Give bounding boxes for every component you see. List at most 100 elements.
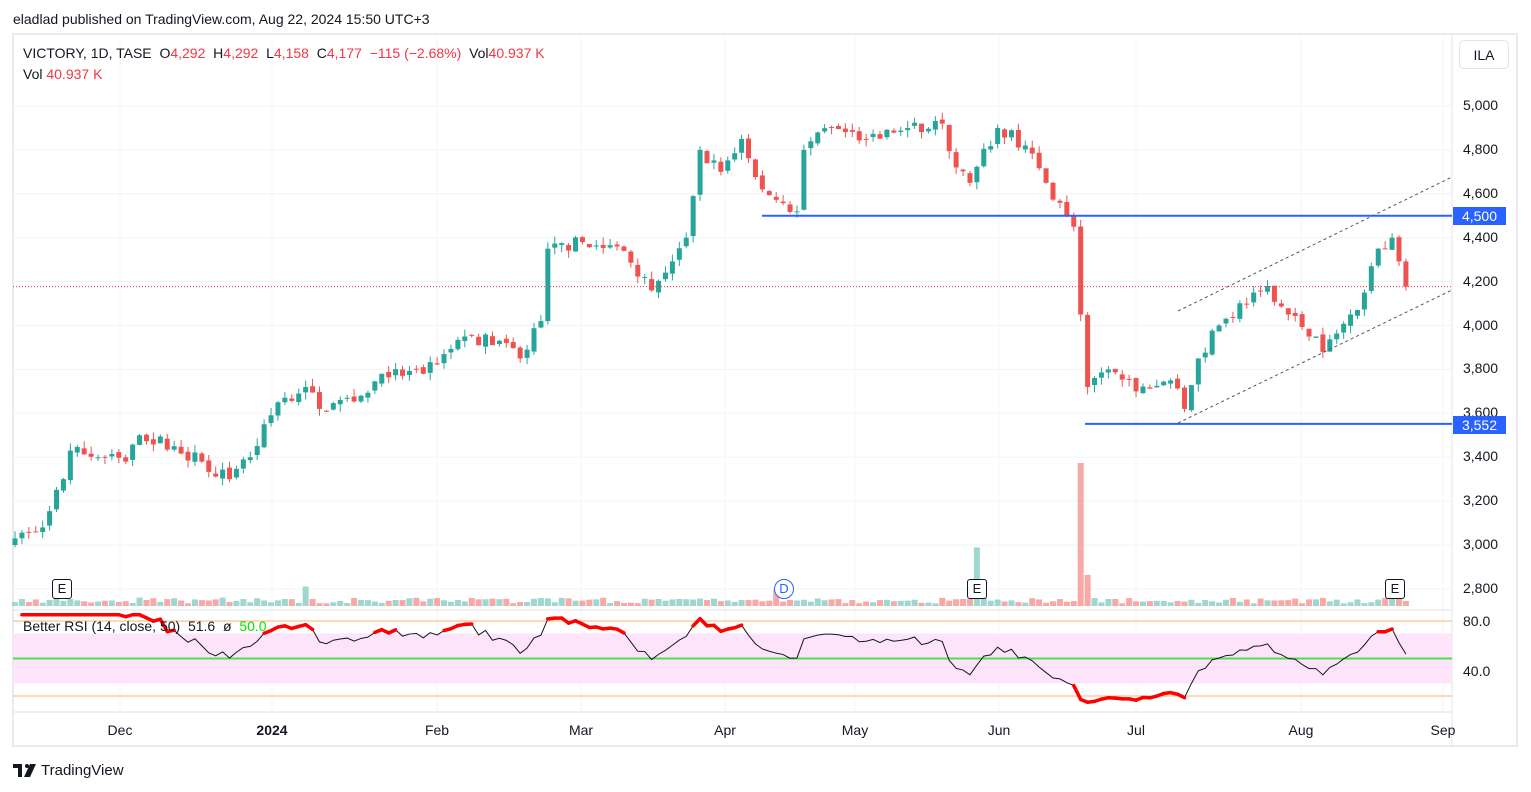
- earnings-marker[interactable]: E: [52, 579, 72, 599]
- candle-body: [1071, 215, 1077, 227]
- candle-body: [1085, 314, 1091, 387]
- candle-body: [67, 450, 73, 481]
- candle-body: [1147, 387, 1153, 389]
- candle-body: [607, 245, 613, 248]
- time-axis-label: Aug: [1288, 722, 1314, 738]
- volume-bar: [1354, 599, 1361, 606]
- volume-bar: [233, 601, 240, 606]
- volume-bar: [413, 597, 420, 606]
- low-value: 4,158: [273, 45, 309, 61]
- candle-body: [863, 138, 869, 140]
- volume-bar: [738, 600, 745, 606]
- candle-body: [538, 321, 544, 328]
- candle-body: [109, 454, 115, 457]
- volume-bar: [198, 600, 205, 606]
- candle-body: [759, 175, 765, 190]
- candle-body: [171, 446, 177, 450]
- candle-body: [1223, 318, 1229, 324]
- time-axis-label: Jul: [1127, 722, 1145, 738]
- candle-body: [192, 452, 198, 462]
- volume-bar: [81, 601, 88, 606]
- volume-bar: [1098, 602, 1105, 606]
- tradingview-logo[interactable]: TradingView: [13, 762, 124, 779]
- dividend-marker[interactable]: D: [774, 579, 794, 599]
- candle-body: [413, 368, 419, 370]
- rsi-extreme-segment: [165, 628, 176, 634]
- candle-body: [220, 469, 226, 479]
- candle-body: [1361, 292, 1367, 310]
- volume-bar: [1347, 602, 1354, 606]
- candle-body: [974, 166, 980, 183]
- volume-bar: [1077, 463, 1084, 606]
- volume-bar: [1112, 598, 1119, 606]
- volume-bar: [378, 602, 385, 606]
- candle-body: [372, 381, 378, 391]
- candle-body: [1265, 285, 1271, 292]
- volume-bar: [406, 598, 413, 606]
- candle-body: [1015, 130, 1021, 148]
- candle-body: [247, 457, 253, 461]
- candle-body: [462, 336, 468, 342]
- candle-body: [1389, 237, 1395, 250]
- candle-body: [1368, 266, 1374, 291]
- candle-body: [74, 447, 80, 453]
- volume-bar: [316, 603, 323, 606]
- volume-bar: [25, 601, 32, 606]
- candle-body: [130, 444, 136, 460]
- candle-body: [573, 237, 579, 252]
- volume-bar: [683, 599, 690, 606]
- volume-bar: [178, 600, 185, 606]
- volume-bar: [787, 599, 794, 606]
- volume-bar: [724, 600, 731, 606]
- volume-bar: [1306, 599, 1313, 606]
- volume-bar: [980, 598, 987, 606]
- volume-bar: [690, 599, 697, 606]
- volume-bar: [531, 598, 537, 606]
- volume-bar: [842, 603, 849, 606]
- volume-bar: [1382, 598, 1389, 606]
- volume-bar: [1375, 599, 1382, 606]
- volume-bar: [1181, 601, 1188, 606]
- volume-bar: [745, 600, 752, 606]
- volume-bar: [1264, 600, 1271, 606]
- earnings-marker[interactable]: E: [1385, 579, 1405, 599]
- volume-bar: [441, 600, 448, 606]
- volume-bar: [773, 589, 780, 606]
- volume-bar: [254, 598, 261, 606]
- volume-bar: [268, 602, 275, 606]
- candle-body: [254, 445, 260, 456]
- candle-body: [960, 169, 966, 172]
- candle-body: [1050, 182, 1056, 200]
- volume-bar: [849, 600, 856, 606]
- volume-bar: [434, 598, 441, 606]
- earnings-marker[interactable]: E: [967, 579, 987, 599]
- candle-body: [635, 264, 641, 277]
- currency-button[interactable]: ILA: [1459, 40, 1509, 69]
- candle-body: [739, 138, 745, 153]
- candle-body: [628, 251, 634, 263]
- volume-bar: [1029, 598, 1036, 606]
- candle-body: [704, 151, 710, 164]
- price-axis-label: 2,800: [1463, 579, 1499, 596]
- volume-bar: [537, 598, 544, 606]
- volume-bar: [669, 599, 676, 606]
- volume-bar: [517, 601, 524, 606]
- volume-bar: [344, 603, 351, 606]
- volume-bar: [821, 600, 828, 606]
- volume-bar: [524, 601, 531, 606]
- volume-bar: [1133, 601, 1140, 606]
- volume-bar: [1043, 602, 1050, 606]
- candle-body: [552, 243, 558, 248]
- candle-body: [282, 397, 288, 403]
- volume-bar: [191, 599, 198, 606]
- candle-body: [427, 362, 433, 373]
- change-value: −115 (−2.68%): [369, 45, 462, 61]
- candle-body: [12, 538, 18, 545]
- high-label: H: [213, 45, 224, 61]
- volume-bar: [946, 600, 953, 606]
- volume-bar: [939, 597, 946, 606]
- candle-body: [289, 398, 295, 401]
- candle-body: [1354, 310, 1360, 316]
- volume-bar: [39, 602, 46, 606]
